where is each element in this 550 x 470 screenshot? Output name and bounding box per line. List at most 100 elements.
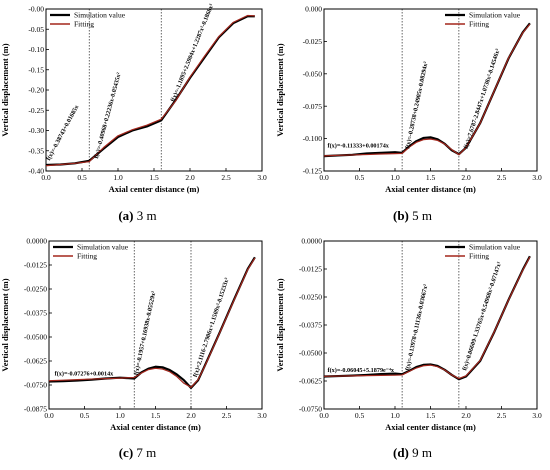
chart-plot-a: 0.0 0.5 1.0 1.5 2.0 2.5 3.0 -0.40 -0.35 -0.30 -0.2…: [0, 3, 267, 194]
y-tick-label: -0.35: [28, 146, 44, 155]
x-tick-label: 0.5: [355, 173, 365, 182]
x-tick-label: 3.0: [257, 173, 267, 182]
panel-caption-a: (a) 3 m: [0, 208, 275, 224]
y-tick-label: -0.30: [28, 126, 44, 135]
y-tick-label: -0.100: [303, 134, 323, 143]
x-tick-label: 2.0: [461, 411, 471, 420]
caption-letter-b: (b): [392, 208, 409, 223]
series-line-fitting: [48, 257, 256, 388]
caption-text-d: 9 m: [412, 445, 432, 460]
y-tick-label: 0.0000: [26, 237, 47, 246]
fit-equation-label: f(x)=2.1116-2.7906x+1.1509x²-0.15233x³: [192, 277, 231, 378]
y-axis-label: Vertical displacement (m): [0, 278, 10, 371]
panel-caption-c: (c) 7 m: [0, 445, 275, 461]
x-tick-label: 2.5: [497, 411, 507, 420]
y-tick-label: -0.075: [303, 102, 323, 111]
series-line-fitting: [323, 23, 531, 157]
y-tick-label: -0.0500: [24, 333, 47, 342]
y-tick-label: -0.40: [28, 167, 44, 176]
y-tick-label: -0.050: [303, 69, 323, 78]
x-tick-label: 0.0: [319, 173, 329, 182]
chart-plot-d: 0.0 0.5 1.0 1.5 2.0 2.5 3.0 -0.0750 -0.0625 -0.05…: [275, 237, 542, 432]
caption-letter-a: (a): [118, 208, 134, 223]
x-axis-label: Axial center distance (m): [110, 422, 201, 432]
fit-equation-label: f(x)=-0.13978+0.11136x-0.03667x²: [404, 284, 429, 372]
y-tick-label: -0.20: [28, 86, 44, 95]
x-tick-label: 1.0: [113, 173, 123, 182]
fit-equation-label: f(x)=-0.28738+0.24905x-0.08294x²: [404, 61, 429, 149]
y-tick-label: -0.125: [303, 167, 323, 176]
y-tick-label: -0.0125: [299, 265, 322, 274]
y-tick-label: -0.0375: [24, 309, 47, 318]
x-axis-label: Axial center distance (m): [385, 184, 476, 194]
legend-label: Fitting: [469, 20, 489, 29]
x-tick-label: 1.5: [149, 173, 159, 182]
plot-frame-a: [45, 8, 263, 172]
x-tick-label: 2.0: [185, 173, 195, 182]
x-tick-label: 2.0: [461, 173, 471, 182]
y-tick-label: -0.15: [28, 65, 44, 74]
x-tick-label: 2.5: [222, 411, 232, 420]
x-tick-label: 0.5: [77, 173, 87, 182]
y-tick-label: -0.0750: [299, 405, 322, 414]
series-line-fitting: [45, 14, 255, 167]
fit-equation-label: f(x)=-0.11333+0.00174x: [328, 143, 390, 150]
y-tick-label: 0.000: [305, 5, 322, 14]
fit-equation-label: f(x)=7.6787-2.8447x+1.0738x²-0.14546x³: [463, 48, 502, 150]
y-tick-label: -0.0500: [299, 349, 322, 358]
chart-panel-b: 0.0 0.5 1.0 1.5 2.0 2.5 3.0 -0.125 -0.100 -0.075 -…: [275, 0, 550, 235]
y-axis-label: Vertical displacement (m): [275, 43, 285, 136]
caption-letter-c: (c): [118, 445, 134, 460]
series-line-simulation: [45, 15, 255, 167]
legend-label: Fitting: [74, 20, 94, 29]
y-tick-label: -0.0250: [24, 285, 47, 294]
plot-frame-d: [323, 240, 538, 410]
x-tick-label: 2.0: [186, 411, 196, 420]
y-axis-label: Vertical displacement (m): [275, 278, 285, 371]
x-tick-label: 3.0: [532, 173, 542, 182]
chart-plot-c: 0.0 0.5 1.0 1.5 2.0 2.5 3.0 -0.0875 -0.0750 -0.06…: [0, 237, 267, 432]
legend-label: Simulation value: [74, 11, 126, 20]
panel-caption-d: (d) 9 m: [275, 445, 550, 461]
x-axis-label: Axial center distance (m): [385, 422, 476, 432]
legend-label: Simulation value: [77, 243, 129, 252]
x-tick-label: 3.0: [532, 411, 542, 420]
legend-label: Simulation value: [469, 11, 521, 20]
x-tick-label: 2.5: [497, 173, 507, 182]
y-tick-label: -0.0375: [299, 321, 322, 330]
x-tick-label: 0.0: [44, 411, 54, 420]
x-tick-label: 1.5: [426, 411, 436, 420]
chart-panel-c: 0.0 0.5 1.0 1.5 2.0 2.5 3.0 -0.0875 -0.0750 -0.06…: [0, 235, 275, 470]
y-tick-label: -0.025: [303, 37, 323, 46]
y-tick-label: -0.0750: [24, 381, 47, 390]
caption-letter-d: (d): [392, 445, 409, 460]
legend-label: Simulation value: [469, 243, 521, 252]
series-line-simulation: [323, 22, 531, 158]
legend-label: Fitting: [469, 252, 489, 261]
x-tick-label: 1.0: [115, 411, 125, 420]
y-tick-label: -0.05: [28, 25, 44, 34]
x-tick-label: 1.0: [390, 411, 400, 420]
x-tick-label: 0.5: [355, 411, 365, 420]
fit-equation-label: f(x)=-0.38743+0.01685x: [45, 103, 81, 162]
chart-panel-a: 0.0 0.5 1.0 1.5 2.0 2.5 3.0 -0.40 -0.35 -0.30 -0.2…: [0, 0, 275, 235]
caption-text-c: 7 m: [136, 445, 157, 460]
x-axis-label: Axial center distance (m): [109, 184, 200, 194]
y-tick-label: -0.10: [28, 45, 44, 54]
panel-caption-b: (b) 5 m: [275, 208, 550, 224]
x-tick-label: 0.0: [319, 411, 329, 420]
y-tick-label: -0.0625: [299, 377, 322, 386]
y-tick-label: -0.0125: [24, 261, 47, 270]
fit-equation-label: f(x)=-0.1957+0.16938x-0.05529x²: [133, 290, 158, 375]
y-tick-label: -0.0625: [24, 357, 47, 366]
chart-plot-b: 0.0 0.5 1.0 1.5 2.0 2.5 3.0 -0.125 -0.100 -0.075 -…: [275, 5, 542, 194]
caption-text-b: 5 m: [412, 208, 432, 223]
y-axis-label: Vertical displacement (m): [0, 43, 10, 136]
fit-equation-label: f(x)=-0.06045+5.1879e⁻⁴x: [328, 367, 395, 374]
chart-panel-d: 0.0 0.5 1.0 1.5 2.0 2.5 3.0 -0.0750 -0.0625 -0.05…: [275, 235, 550, 470]
x-tick-label: 0.0: [41, 173, 51, 182]
y-tick-label: -0.0875: [24, 405, 47, 414]
x-tick-label: 1.0: [390, 173, 400, 182]
y-tick-label: -0.00: [28, 5, 44, 14]
caption-text-a: 3 m: [136, 208, 157, 223]
